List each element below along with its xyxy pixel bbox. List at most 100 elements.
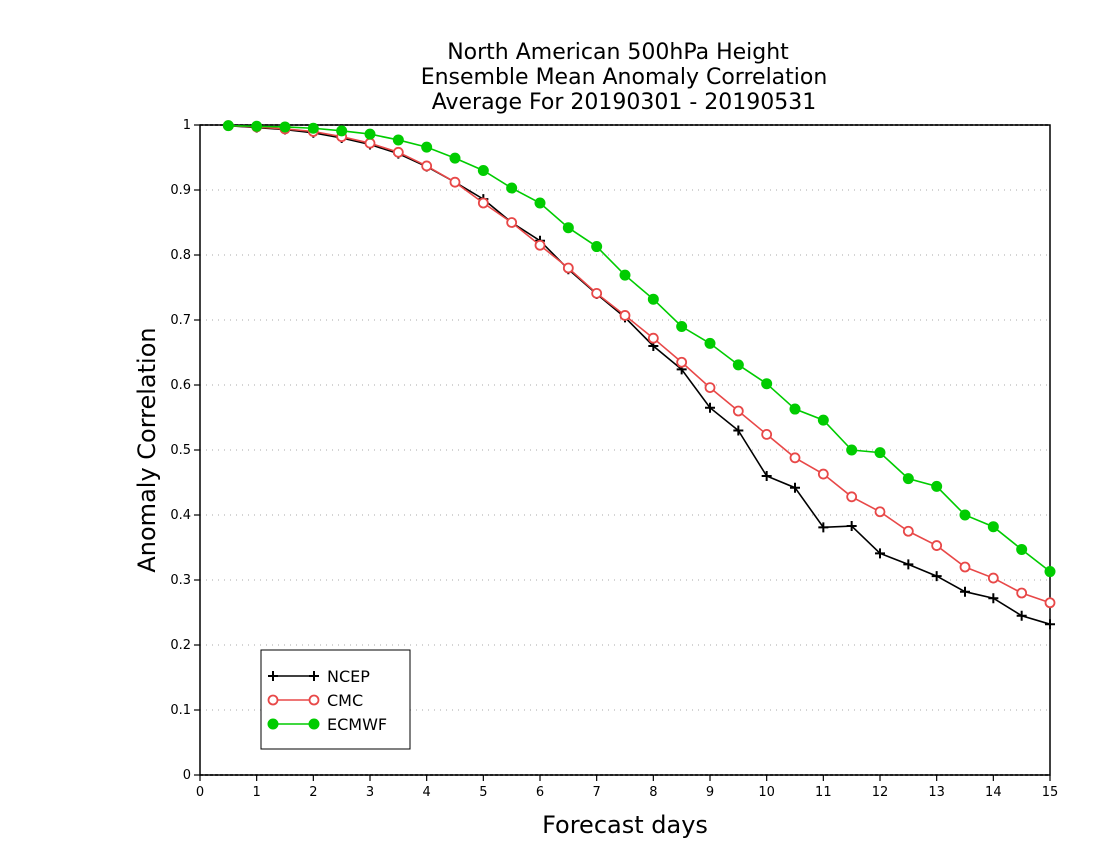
x-tick-label: 7: [593, 785, 601, 800]
legend-label: ECMWF: [327, 715, 387, 734]
cmc-point: [931, 540, 943, 551]
cmc-point: [392, 146, 404, 158]
ncep-point: [733, 425, 744, 436]
legend-label: NCEP: [327, 667, 370, 686]
series-layer: [222, 120, 1056, 630]
ncep-point: [960, 586, 970, 597]
y-tick-label: 0.6: [170, 378, 191, 393]
x-tick-label: 5: [479, 785, 487, 800]
series-line-cmc: [228, 124, 1051, 604]
ecmwf-point: [959, 509, 971, 521]
y-tick-label: 0.3: [170, 573, 191, 588]
cmc-point: [647, 332, 659, 344]
x-tick-label: 8: [649, 785, 657, 800]
ecmwf-point: [874, 447, 886, 459]
ecmwf-point: [902, 473, 914, 485]
series-ecmwf: [222, 120, 1056, 578]
ecmwf-point: [1044, 566, 1056, 578]
cmc-point: [477, 197, 489, 209]
cmc-point: [1016, 587, 1028, 599]
ecmwf-point: [336, 125, 348, 137]
cmc-point: [591, 287, 603, 299]
series-cmc: [222, 120, 1056, 609]
cmc-point: [902, 525, 914, 537]
legend-ecmwf-point: [308, 718, 320, 730]
chart-title: North American 500hPa Height Ensemble Me…: [421, 40, 828, 115]
x-tick-label: 13: [928, 785, 945, 800]
legend-ncep-point: [268, 671, 278, 681]
ecmwf-point: [307, 122, 319, 134]
y-tick-label: 0.5: [170, 443, 191, 458]
cmc-point: [364, 137, 376, 149]
ecmwf-point: [817, 414, 829, 426]
title-line-2: Ensemble Mean Anomaly Correlation: [421, 65, 828, 90]
legend-item-cmc: CMC: [267, 691, 363, 710]
ecmwf-point: [732, 359, 744, 371]
ecmwf-point: [591, 241, 603, 253]
ecmwf-point: [222, 120, 234, 132]
cmc-point: [421, 160, 433, 172]
y-tick-label: 0.9: [170, 183, 191, 198]
cmc-point: [676, 356, 688, 368]
y-tick-label: 0: [183, 768, 191, 783]
ecmwf-point: [477, 165, 489, 176]
cmc-point: [1044, 597, 1056, 609]
legend-item-ncep: NCEP: [268, 667, 370, 686]
cmc-point: [987, 572, 999, 584]
ecmwf-point: [1016, 543, 1028, 555]
cmc-point: [506, 217, 518, 228]
ncep-point: [988, 593, 999, 604]
cmc-point: [817, 468, 829, 480]
legend-ecmwf-point: [267, 718, 279, 730]
y-axis: 0 0.1 0.2 0.3 0.4 0.5 0.6 0.7 0.8 0.9 1: [170, 118, 200, 783]
x-tick-label: 3: [366, 785, 374, 800]
ecmwf-point: [421, 141, 433, 153]
x-tick-label: 2: [309, 785, 317, 800]
ecmwf-point: [449, 152, 461, 164]
legend-cmc-point: [267, 694, 279, 706]
x-tick-label: 10: [758, 785, 775, 800]
y-tick-label: 0.7: [170, 313, 191, 328]
legend: NCEP CMC ECMWF: [260, 649, 411, 750]
ncep-point: [1045, 619, 1055, 630]
x-axis-label: Forecast days: [542, 811, 708, 839]
ecmwf-point: [534, 197, 546, 209]
y-tick-label: 0.2: [170, 638, 191, 653]
ecmwf-point: [676, 321, 688, 332]
cmc-point: [449, 176, 461, 188]
legend-label: CMC: [327, 691, 363, 710]
ecmwf-point: [761, 378, 773, 390]
legend-cmc-point: [308, 694, 320, 706]
ecmwf-point: [279, 121, 291, 133]
ecmwf-point: [789, 403, 801, 415]
ecmwf-point: [987, 521, 999, 533]
y-tick-label: 0.1: [170, 703, 191, 718]
series-ncep: [223, 120, 1055, 630]
x-tick-label: 14: [985, 785, 1002, 800]
cmc-point: [874, 506, 886, 518]
cmc-point: [534, 239, 546, 251]
ecmwf-point: [506, 182, 518, 194]
x-tick-label: 4: [423, 785, 431, 800]
cmc-point: [732, 405, 744, 417]
ncep-point: [1016, 610, 1027, 621]
x-tick-label: 6: [536, 785, 544, 800]
cmc-point: [959, 561, 971, 573]
cmc-point: [619, 310, 631, 321]
x-axis: 0 1 2 3 4 5 6 7 8 9 10 11 12 13 14 15: [196, 775, 1058, 800]
ecmwf-point: [619, 269, 631, 281]
ncep-point: [790, 482, 800, 493]
ncep-point: [705, 402, 715, 413]
x-tick-label: 1: [253, 785, 261, 800]
cmc-point: [789, 452, 801, 464]
ecmwf-point: [704, 337, 716, 349]
ncep-point: [846, 521, 857, 532]
ncep-point: [818, 522, 829, 533]
series-line-ncep: [228, 124, 1051, 625]
grid: [200, 189, 1050, 711]
cmc-point: [562, 262, 574, 274]
y-tick-label: 1: [183, 118, 191, 133]
x-tick-label: 0: [196, 785, 204, 800]
cmc-point: [704, 382, 716, 394]
